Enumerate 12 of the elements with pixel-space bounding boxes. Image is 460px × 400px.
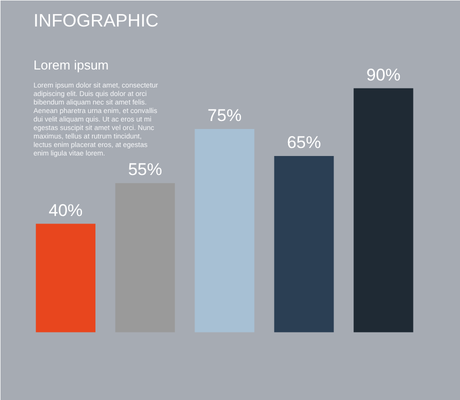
data-label: 65% — [286, 133, 322, 152]
bar — [194, 128, 254, 332]
bar — [36, 224, 96, 332]
data-label: 90% — [366, 65, 400, 84]
data-label: 75% — [208, 106, 242, 125]
bar — [354, 88, 414, 332]
data-label: 40% — [48, 200, 83, 220]
bar — [274, 156, 334, 332]
chart-title: INFOGRAPHIC — [34, 10, 159, 30]
bar — [115, 183, 175, 332]
chart-subtitle: Lorem ipsum — [34, 58, 109, 72]
data-label: 55% — [128, 160, 162, 180]
